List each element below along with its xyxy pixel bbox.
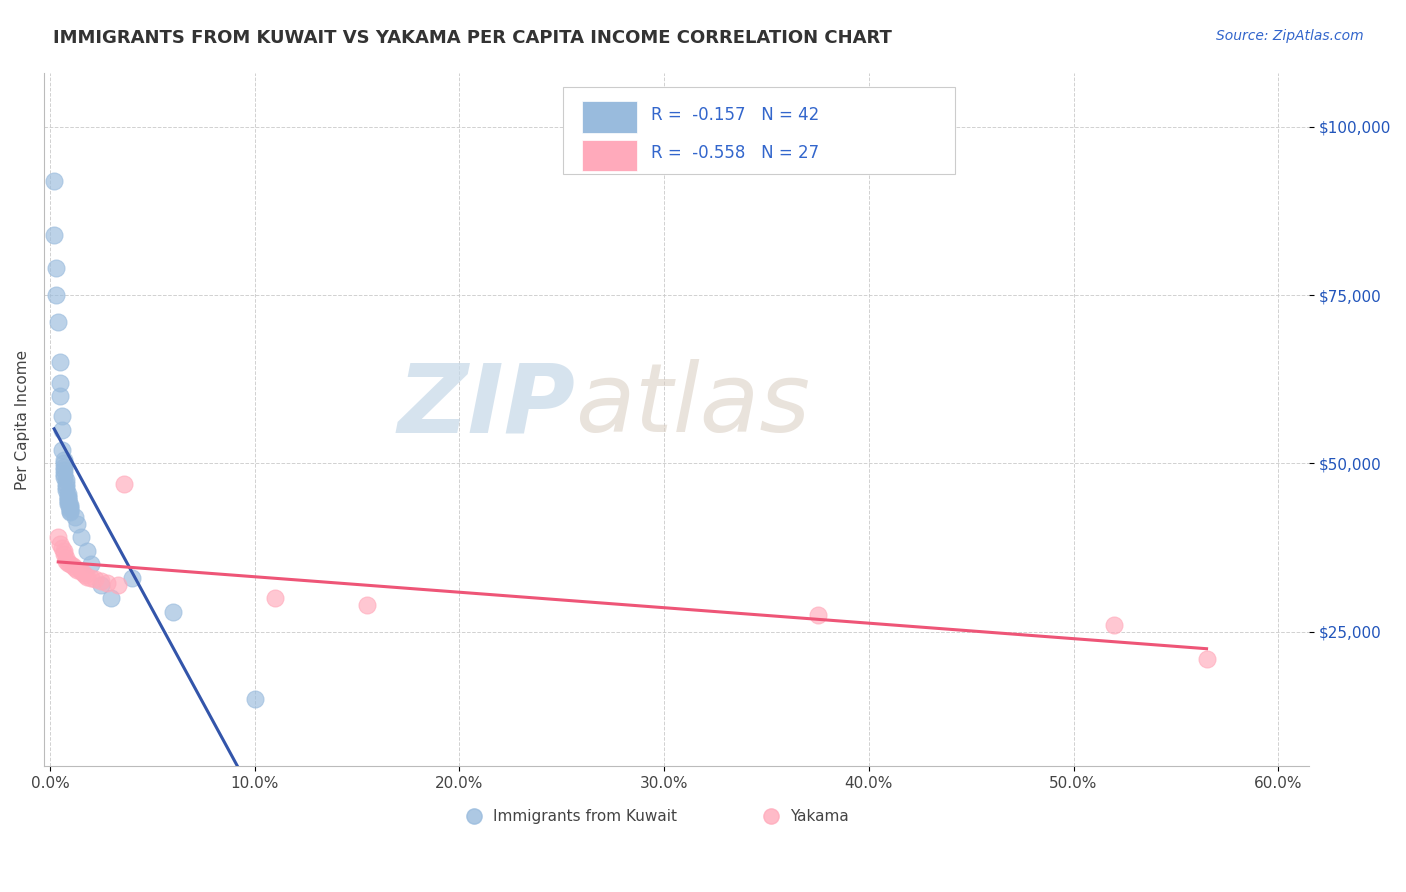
Point (96, 576, 118, 591)
Point (53, 547, 76, 561)
Point (73, 567, 96, 582)
Point (55, 554, 77, 568)
Point (80, 571, 103, 585)
Point (1104, 618, 1126, 632)
Point (42, 174, 65, 188)
Point (53, 457, 76, 471)
Point (46, 531, 69, 545)
Point (58, 493, 80, 508)
Point (59, 502, 82, 516)
Point (51, 442, 73, 457)
Point (107, 577, 129, 591)
Point (55, 480, 77, 494)
Point (59, 498, 82, 512)
Point (42, 227, 65, 242)
Point (53, 463, 76, 477)
Text: Yakama: Yakama (790, 809, 849, 824)
Point (53, 544, 76, 558)
FancyBboxPatch shape (562, 87, 955, 174)
Text: Immigrants from Kuwait: Immigrants from Kuwait (494, 809, 676, 824)
Point (63, 510, 86, 524)
Point (62, 559, 84, 574)
FancyBboxPatch shape (582, 139, 637, 171)
Text: R =  -0.157   N = 42: R = -0.157 N = 42 (651, 106, 820, 124)
Point (58, 487, 80, 501)
FancyBboxPatch shape (582, 102, 637, 133)
Point (807, 607, 830, 622)
Point (55, 476, 77, 491)
Point (59, 503, 82, 517)
Point (53, 453, 76, 467)
Point (66, 563, 89, 577)
Point (51, 409, 73, 424)
Point (49, 355, 72, 369)
Point (49, 537, 72, 551)
Point (112, 476, 135, 491)
Point (90, 574, 112, 589)
Point (121, 571, 143, 585)
Text: atlas: atlas (575, 359, 810, 452)
Point (58, 495, 80, 509)
Point (264, 591, 287, 605)
Point (55, 473, 77, 487)
Y-axis label: Per Capita Income: Per Capita Income (15, 350, 30, 490)
Point (69, 564, 91, 578)
Point (66, 516, 89, 531)
Point (51, 541, 73, 555)
Point (76, 569, 98, 583)
Point (162, 605, 184, 619)
Point (90, 577, 112, 591)
Point (100, 591, 122, 605)
Point (84, 572, 107, 586)
Text: IMMIGRANTS FROM KUWAIT VS YAKAMA PER CAPITA INCOME CORRELATION CHART: IMMIGRANTS FROM KUWAIT VS YAKAMA PER CAP… (53, 29, 893, 46)
Point (58, 491, 80, 506)
Point (53, 470, 76, 484)
Point (51, 423, 73, 437)
Text: R =  -0.558   N = 27: R = -0.558 N = 27 (651, 145, 820, 162)
Point (63, 561, 86, 575)
Point (58, 556, 80, 570)
Point (1195, 651, 1218, 665)
Point (59, 505, 82, 519)
Point (243, 692, 266, 706)
Point (59, 500, 82, 515)
Point (53, 467, 76, 481)
Text: ZIP: ZIP (398, 359, 575, 452)
Point (69, 531, 91, 545)
Point (356, 598, 378, 612)
Point (76, 544, 98, 558)
Point (55, 550, 77, 565)
Point (80, 558, 103, 572)
Point (45, 261, 67, 276)
Point (49, 376, 72, 390)
Point (46, 315, 69, 329)
Point (45, 288, 67, 302)
Point (59, 558, 82, 572)
Point (55, 483, 77, 498)
Point (49, 389, 72, 403)
Point (72, 566, 94, 581)
Point (58, 490, 80, 504)
Text: Source: ZipAtlas.com: Source: ZipAtlas.com (1216, 29, 1364, 43)
Point (58, 497, 80, 511)
Point (53, 459, 76, 474)
